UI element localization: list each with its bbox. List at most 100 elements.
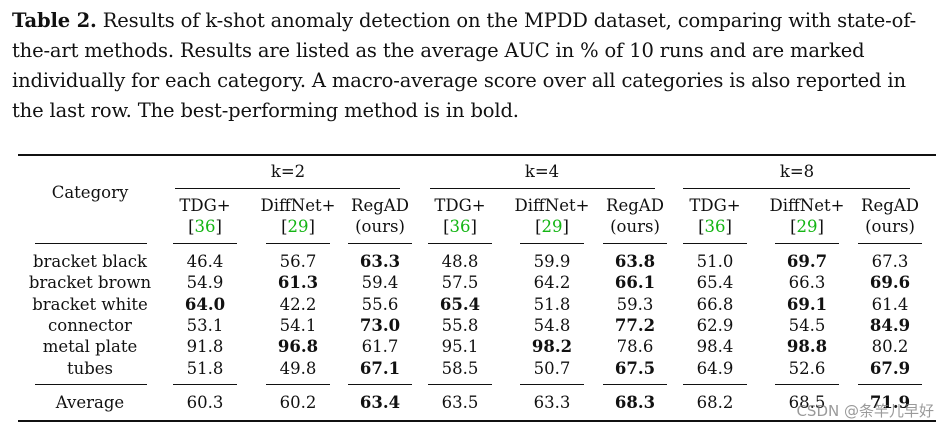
table-cell: 69.6 <box>869 273 911 293</box>
group-header-k2: k=2 <box>270 162 306 181</box>
table-cell: 66.1 <box>614 273 656 293</box>
citation-link[interactable]: 36 <box>449 217 471 236</box>
method-header: DiffNet+ <box>769 196 845 215</box>
bracket-open: [ <box>188 217 195 236</box>
table-cell: 69.7 <box>786 252 828 271</box>
category-label: bracket brown <box>28 273 152 293</box>
table-cell: 53.1 <box>186 315 224 335</box>
citation-link[interactable]: 29 <box>541 217 563 236</box>
bracket-open: [ <box>535 217 542 236</box>
table-cell: 54.8 <box>533 315 571 335</box>
header-rule <box>428 243 492 244</box>
table-top-rule <box>18 154 936 156</box>
method-header: DiffNet+ <box>260 196 336 215</box>
method-header: RegAD <box>351 196 409 215</box>
average-rule <box>520 384 584 385</box>
table-cell: 51.8 <box>186 358 224 378</box>
category-label: bracket black <box>32 252 148 271</box>
average-cell: 63.3 <box>533 393 571 412</box>
bracket-close: ] <box>308 217 315 236</box>
group-header-k4: k=4 <box>524 162 560 181</box>
method-subheader: [29] <box>790 217 824 236</box>
table-cell: 95.1 <box>441 337 479 357</box>
table-cell: 78.6 <box>616 337 654 357</box>
bracket-close: ] <box>725 217 732 236</box>
category-label: tubes <box>66 358 114 378</box>
table-cell: 52.6 <box>788 358 826 378</box>
table-cell: 54.1 <box>279 315 317 335</box>
table-cell: 64.2 <box>533 273 571 293</box>
table-cell: 56.7 <box>279 252 317 271</box>
watermark: CSDN @条竿儿早好 <box>796 402 934 420</box>
citation-link[interactable]: 36 <box>704 217 726 236</box>
average-rule <box>683 384 747 385</box>
table-cell: 57.5 <box>441 273 479 293</box>
group-rule <box>683 188 910 189</box>
header-rule <box>348 243 412 244</box>
method-subheader: (ours) <box>865 217 915 236</box>
header-rule <box>858 243 922 244</box>
caption-text: Results of k-shot anomaly detection on t… <box>12 9 917 122</box>
method-subheader: (ours) <box>355 217 405 236</box>
table-bottom-rule <box>18 420 936 422</box>
method-subheader: [29] <box>535 217 569 236</box>
table-cell: 51.8 <box>533 294 571 314</box>
table-cell: 91.8 <box>186 337 224 357</box>
method-header: TDG+ <box>689 196 741 215</box>
table-cell: 69.1 <box>786 294 828 314</box>
header-rule <box>603 243 667 244</box>
table-cell: 67.3 <box>871 252 909 271</box>
bracket-open: [ <box>443 217 450 236</box>
method-header: DiffNet+ <box>514 196 590 215</box>
method-header: RegAD <box>861 196 919 215</box>
table-cell: 67.9 <box>869 358 911 378</box>
bracket-open: [ <box>281 217 288 236</box>
group-rule <box>175 188 400 189</box>
category-label: connector <box>48 315 132 335</box>
method-header: TDG+ <box>179 196 231 215</box>
table-cell: 63.3 <box>359 252 401 271</box>
average-rule <box>173 384 237 385</box>
caption-label: Table 2. <box>12 9 97 32</box>
table-cell: 48.8 <box>441 252 479 271</box>
average-cell: 60.2 <box>279 393 317 412</box>
table-cell: 96.8 <box>277 337 319 357</box>
table-cell: 66.3 <box>788 273 826 293</box>
method-header: RegAD <box>606 196 664 215</box>
table-cell: 67.1 <box>359 358 401 378</box>
table-cell: 98.8 <box>786 337 828 357</box>
table-cell: 59.3 <box>616 294 654 314</box>
header-rule <box>683 243 747 244</box>
table-cell: 73.0 <box>359 315 401 335</box>
table-cell: 61.7 <box>361 337 399 357</box>
average-rule <box>428 384 492 385</box>
citation-link[interactable]: 29 <box>287 217 309 236</box>
table-caption: Table 2. Results of k-shot anomaly detec… <box>12 6 936 126</box>
header-rule <box>775 243 839 244</box>
bracket-close: ] <box>817 217 824 236</box>
header-rule <box>35 243 147 244</box>
average-cell: 68.2 <box>696 393 734 412</box>
table-cell: 98.4 <box>696 337 734 357</box>
table-cell: 64.0 <box>184 294 226 314</box>
table-cell: 65.4 <box>439 294 481 314</box>
average-rule <box>266 384 330 385</box>
group-header-k6: k=8 <box>779 162 815 181</box>
table-cell: 50.7 <box>533 358 571 378</box>
average-rule <box>775 384 839 385</box>
table-cell: 49.8 <box>279 358 317 378</box>
average-rule <box>348 384 412 385</box>
table-cell: 98.2 <box>531 337 573 357</box>
method-subheader: [29] <box>281 217 315 236</box>
table-cell: 84.9 <box>869 315 911 335</box>
average-rule <box>858 384 922 385</box>
category-label: bracket white <box>32 294 148 314</box>
table-cell: 46.4 <box>186 252 224 271</box>
header-rule <box>173 243 237 244</box>
method-subheader: [36] <box>188 217 222 236</box>
citation-link[interactable]: 36 <box>194 217 216 236</box>
bracket-close: ] <box>215 217 222 236</box>
table-cell: 65.4 <box>696 273 734 293</box>
average-cell: 71.9 <box>869 393 911 412</box>
citation-link[interactable]: 29 <box>796 217 818 236</box>
